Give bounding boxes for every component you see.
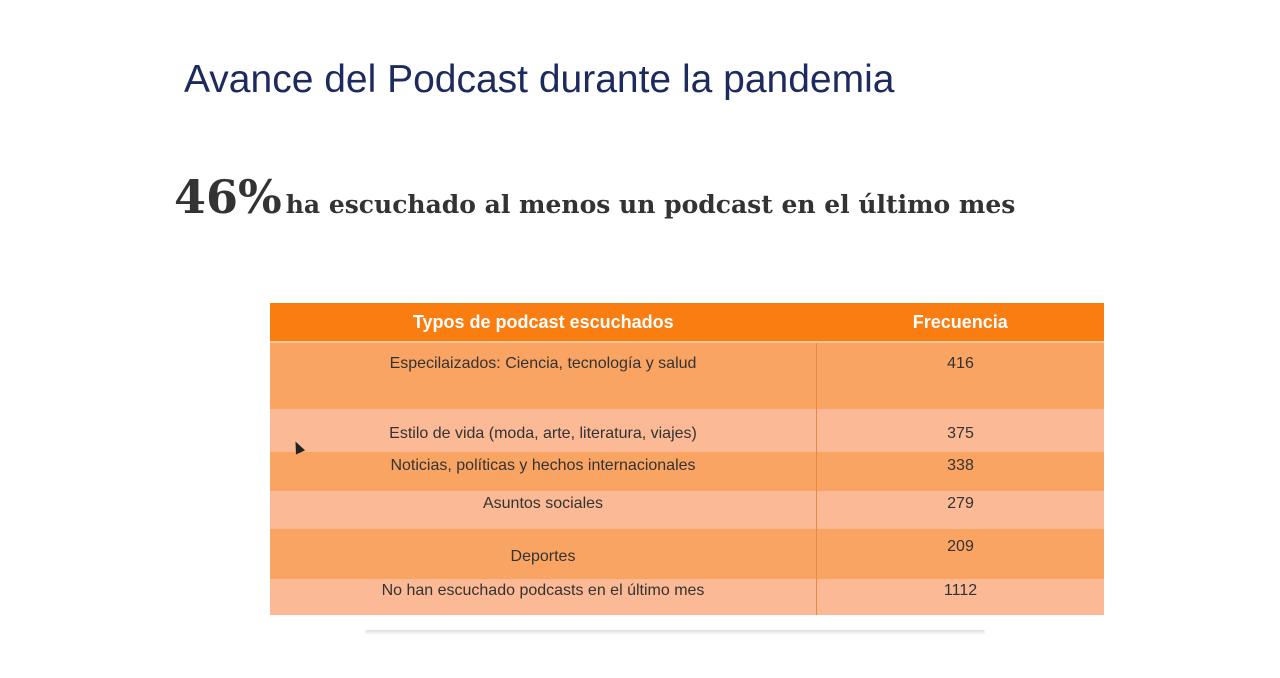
cell-frequency: 209 [816, 529, 1104, 579]
table-row: No han escuchado podcasts en el último m… [270, 579, 1104, 615]
cell-type: Deportes [270, 529, 817, 579]
table-row: Noticias, políticas y hechos internacion… [270, 452, 1104, 491]
cell-frequency: 416 [816, 342, 1104, 409]
table-header: Typos de podcast escuchados Frecuencia [270, 303, 1104, 343]
cell-type: No han escuchado podcasts en el último m… [270, 579, 817, 615]
cell-frequency: 1112 [816, 579, 1104, 615]
cell-frequency: 338 [816, 452, 1104, 491]
cell-type: Especilaizados: Ciencia, tecnología y sa… [270, 342, 817, 409]
cell-type: Noticias, políticas y hechos internacion… [270, 452, 817, 491]
table-row: Deportes 209 [270, 529, 1104, 579]
cell-type: Asuntos sociales [270, 491, 817, 529]
headline-stat: 46% ha escuchado al menos un podcast en e… [174, 170, 1015, 224]
cell-frequency: 375 [816, 409, 1104, 452]
table-shadow [365, 630, 985, 635]
header-type: Typos de podcast escuchados [270, 303, 817, 343]
header-frequency: Frecuencia [816, 303, 1104, 343]
stat-text: ha escuchado al menos un podcast en el ú… [285, 190, 1016, 219]
cell-type: Estilo de vida (moda, arte, literatura, … [270, 409, 817, 452]
table-row: Asuntos sociales 279 [270, 491, 1104, 529]
table-row: Especilaizados: Ciencia, tecnología y sa… [270, 342, 1104, 409]
podcast-types-table: Typos de podcast escuchados Frecuencia E… [270, 303, 1104, 615]
slide-title: Avance del Podcast durante la pandemia [184, 58, 895, 101]
table-row: Estilo de vida (moda, arte, literatura, … [270, 409, 1104, 452]
cell-frequency: 279 [816, 491, 1104, 529]
stat-value: 46% [174, 170, 282, 224]
